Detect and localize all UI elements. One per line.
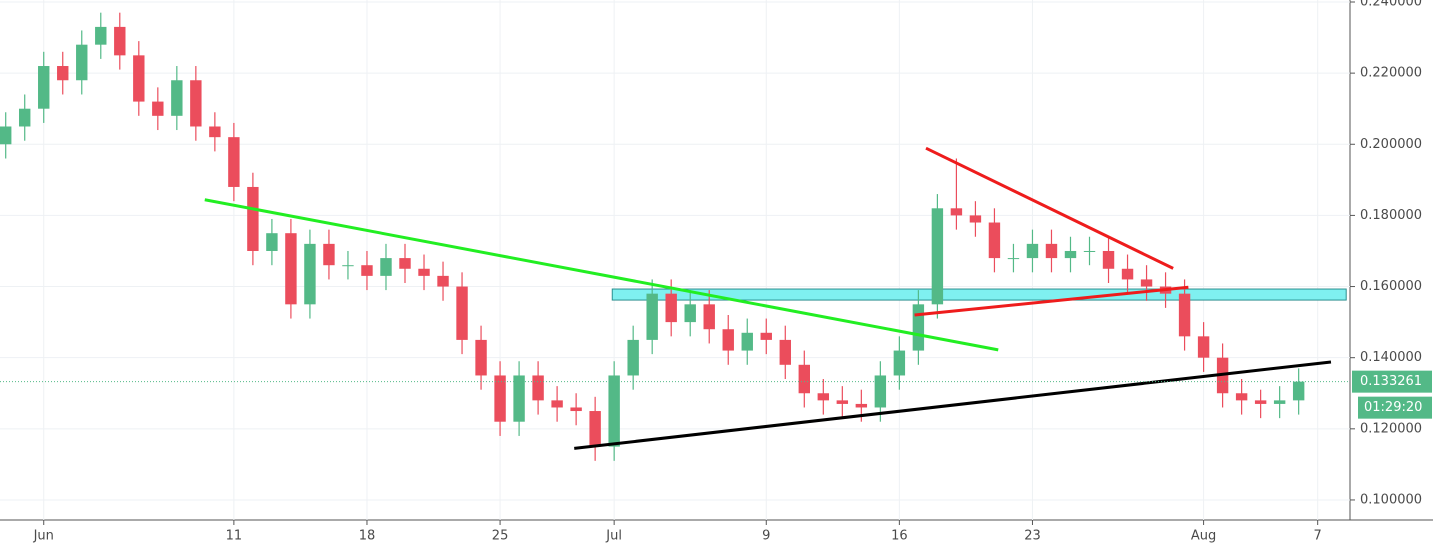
candle-body — [836, 400, 849, 404]
candle-body — [247, 186, 259, 251]
countdown-box — [1358, 396, 1432, 419]
candle-body — [399, 258, 411, 269]
x-tick-label: 25 — [492, 529, 509, 544]
candle-body — [76, 44, 88, 81]
candle-body — [342, 265, 354, 267]
candle-body — [114, 26, 126, 56]
candle-body — [741, 332, 753, 351]
candle-body — [475, 339, 487, 376]
candle-body — [1064, 250, 1077, 259]
candle-body — [1045, 243, 1058, 259]
candle-body — [969, 215, 982, 223]
x-tick-label: 9 — [762, 529, 770, 544]
countdown-label: 01:29:20 — [1364, 400, 1422, 415]
candle-body — [1026, 243, 1039, 259]
candle-body — [589, 411, 601, 447]
candle-body — [1083, 250, 1096, 252]
candle-body — [1178, 293, 1191, 337]
trend-line — [914, 285, 1189, 317]
candle-body — [1121, 268, 1134, 280]
candle-body — [285, 233, 297, 305]
candle-body — [1007, 258, 1020, 260]
last-price-box — [1352, 370, 1432, 393]
candle-body — [494, 375, 506, 422]
candle-body — [19, 108, 31, 127]
y-tick-label: 0.100000 — [1360, 492, 1422, 507]
x-tick-label: 11 — [226, 529, 243, 544]
y-tick-label: 0.160000 — [1360, 279, 1422, 294]
candle-body — [38, 66, 50, 109]
candle-body — [627, 339, 639, 376]
y-tick-label: 0.220000 — [1360, 66, 1422, 81]
candle-body — [456, 286, 468, 340]
candle-body — [760, 332, 772, 340]
candle-body — [1254, 400, 1267, 404]
candle-body — [817, 393, 830, 401]
grid — [0, 0, 1350, 520]
candle-body — [152, 101, 164, 116]
candle-body — [551, 400, 563, 408]
candle-body — [190, 80, 202, 127]
candle-body — [874, 375, 887, 408]
candle-body — [1197, 336, 1210, 358]
y-tick-label: 0.180000 — [1360, 208, 1422, 223]
x-tick-label: Aug — [1191, 529, 1216, 544]
y-tick-label: 0.200000 — [1360, 137, 1422, 152]
candle-body — [779, 339, 791, 365]
candle-body — [684, 304, 696, 323]
candle-body — [912, 304, 925, 351]
candle-body — [513, 375, 525, 422]
candle-body — [1292, 381, 1305, 401]
x-tick-label: 18 — [359, 529, 376, 544]
candle-body — [665, 293, 677, 323]
candle-body — [1102, 250, 1115, 269]
candle-body — [95, 26, 107, 45]
candle-body — [608, 375, 620, 447]
resistance-zone — [611, 288, 1347, 301]
x-tick-label: 23 — [1024, 529, 1041, 544]
candle-body — [798, 364, 810, 394]
candle-body — [703, 304, 715, 330]
candle-body — [931, 208, 944, 305]
candle-body — [171, 80, 183, 116]
y-tick-label: 0.140000 — [1360, 350, 1422, 365]
x-tick-label: Jul — [605, 529, 622, 544]
y-tick-label: 0.240000 — [1360, 0, 1422, 10]
candle-body — [950, 208, 963, 216]
last-price-label: 0.133261 — [1360, 374, 1422, 389]
y-tick-label: 0.120000 — [1360, 421, 1422, 436]
candle-body — [893, 350, 906, 376]
x-tick-label: 16 — [891, 529, 908, 544]
candle-body — [437, 275, 449, 287]
trend-line — [925, 146, 1174, 270]
candle-body — [228, 137, 240, 187]
trend-line — [204, 198, 999, 352]
candle-body — [1273, 400, 1286, 404]
candle-body — [380, 258, 392, 276]
candle-body — [1140, 279, 1153, 287]
x-tick-label: 7 — [1314, 529, 1322, 544]
candle-body — [1235, 393, 1248, 401]
candle-body — [988, 222, 1001, 259]
candle-body — [855, 403, 868, 408]
candle-body — [0, 126, 12, 145]
candle-body — [570, 407, 582, 412]
candle-body — [209, 126, 221, 138]
candle-body — [532, 375, 544, 401]
candle-body — [304, 243, 316, 305]
candle-body — [266, 233, 278, 251]
candle-body — [57, 66, 69, 81]
candle-body — [646, 293, 658, 340]
candle-body — [418, 268, 430, 276]
x-tick-label: Jun — [33, 529, 54, 544]
candle-body — [323, 243, 335, 266]
trend-line — [574, 360, 1332, 450]
candle-body — [722, 329, 734, 351]
candle-body — [361, 265, 373, 276]
candle-body — [133, 55, 145, 102]
